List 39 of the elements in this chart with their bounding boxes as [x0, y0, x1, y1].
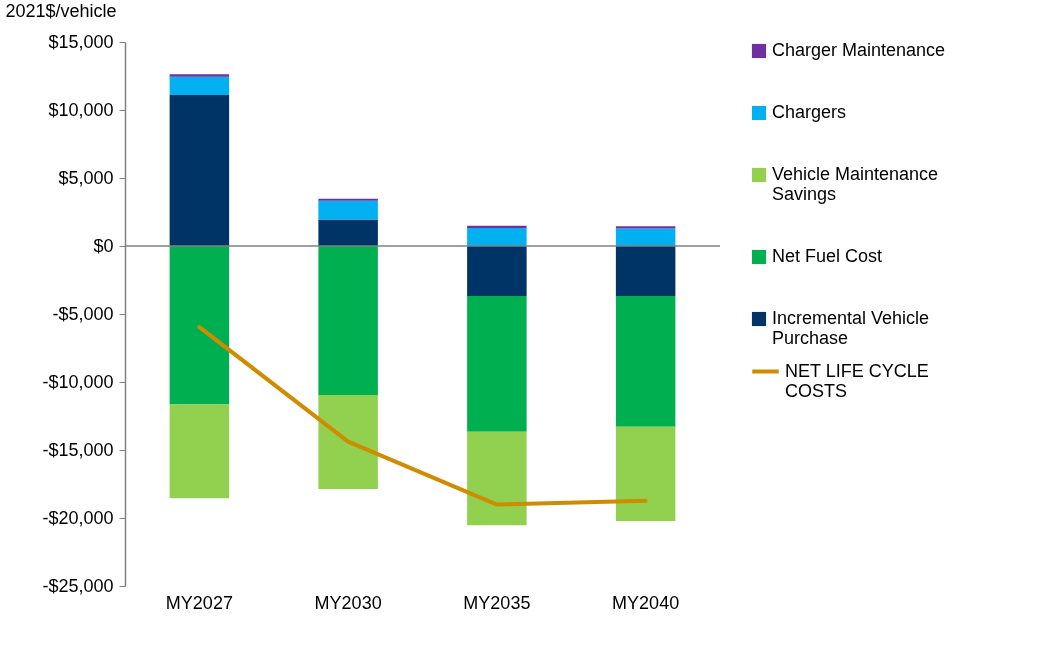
y-tick-label: -$15,000: [42, 439, 114, 460]
y-tick-label: $0: [93, 235, 114, 256]
x-tick-label: MY2040: [612, 592, 680, 613]
bar: [169, 76, 230, 96]
line-series: [197, 325, 648, 507]
bar: [169, 404, 230, 499]
legend-label: Vehicle Maintenance Savings: [772, 164, 939, 204]
y-tick-label: -$5,000: [52, 303, 114, 324]
legend-label: NET LIFE CYCLE COSTS: [785, 360, 929, 401]
y-tick-label: -$20,000: [42, 507, 114, 528]
bar: [467, 228, 527, 246]
bar: [318, 219, 378, 246]
y-tick-label: $15,000: [48, 31, 114, 52]
bar: [169, 74, 230, 77]
y-tick-label: -$10,000: [42, 371, 114, 392]
bar: [318, 200, 378, 220]
bar: [467, 246, 527, 297]
bar: [615, 228, 676, 246]
legend-label: Charger Maintenance: [772, 40, 946, 60]
x-tick-label: MY2027: [165, 592, 233, 613]
bar: [318, 246, 378, 395]
bar: [467, 296, 527, 432]
bar: [169, 246, 230, 405]
y-tick-label: $10,000: [48, 99, 114, 120]
legend-label: Incremental Vehicle Purchase: [772, 308, 930, 348]
y-tick-label: $5,000: [58, 167, 114, 188]
bar: [318, 198, 378, 201]
legend-label: Net Fuel Cost: [772, 246, 883, 266]
y-axis-title: 2021$/vehicle: [5, 0, 117, 21]
bar: [318, 394, 378, 489]
y-tick-label: -$25,000: [42, 575, 114, 596]
x-tick-label: MY2030: [314, 592, 382, 613]
bar: [467, 431, 527, 526]
bar: [615, 426, 676, 521]
bar: [615, 246, 676, 297]
legend-label: Chargers: [772, 102, 847, 122]
bar: [169, 95, 230, 246]
x-tick-label: MY2035: [463, 592, 531, 613]
bar: [615, 296, 676, 427]
